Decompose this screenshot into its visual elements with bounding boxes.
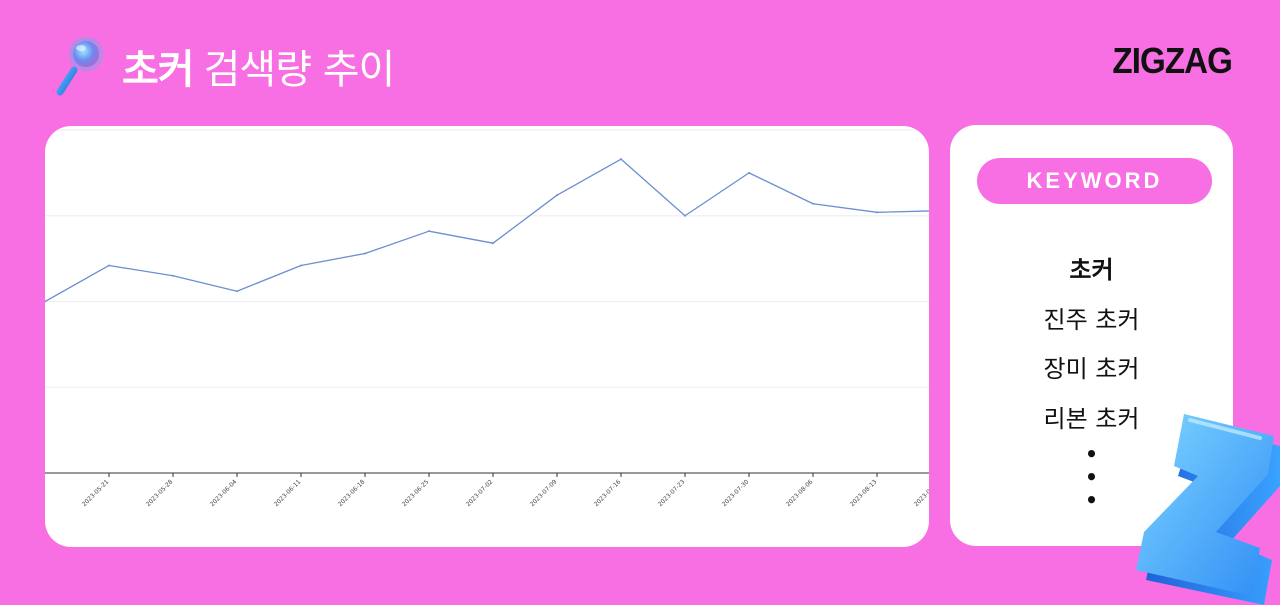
ellipsis-dot: • [1085, 488, 1098, 512]
x-tick-label: 2023-07-02 [465, 478, 495, 508]
data-point [556, 194, 558, 197]
page-title: 초커 검색량 추이 [122, 37, 396, 95]
zigzag-logo: ZIGZAG [1112, 40, 1233, 81]
keyword-item: 장미 초커 [1043, 355, 1140, 383]
data-point [236, 290, 238, 293]
data-point [300, 264, 302, 267]
data-point [620, 158, 622, 161]
x-tick-label: 2023-08-06 [785, 478, 815, 508]
x-tick-label: 2023-06-18 [337, 478, 367, 508]
keyword-item: 리본 초커 [1043, 404, 1140, 433]
keyword-item: 초커 [1069, 256, 1114, 284]
keyword-pill: KEYWORD [977, 158, 1212, 204]
data-point [428, 230, 430, 233]
ellipsis-dot: • [1085, 465, 1098, 489]
x-tick-label: 2023-05-21 [81, 478, 111, 508]
data-point [364, 252, 366, 255]
data-point [45, 300, 46, 303]
data-point [492, 242, 494, 245]
data-point [684, 214, 686, 217]
series-line [45, 158, 929, 303]
x-tick-label: 2023-07-16 [593, 478, 623, 508]
ellipsis-dot: • [1085, 442, 1098, 466]
data-point [108, 264, 110, 267]
x-tick-label: 2023-07-23 [657, 478, 687, 508]
title-rest: 검색량 추이 [203, 47, 396, 93]
title-keyword: 초커 [122, 47, 195, 93]
keyword-item: 진주 초커 [1043, 305, 1140, 334]
chart-card: 2023-05-21 2023-05-28 2023-06-04 2023-06-11… [45, 126, 929, 547]
header: 초커 검색량 추이 [54, 34, 396, 98]
x-tick-label: 2023-06-04 [209, 478, 239, 508]
search-volume-chart: 2023-05-21 2023-05-28 2023-06-04 2023-06-11… [45, 129, 929, 508]
magnifier-icon [56, 37, 103, 96]
data-point [812, 202, 814, 205]
data-point [172, 274, 174, 277]
x-tick-label: 2023-05-28 [145, 478, 175, 508]
data-point [876, 211, 878, 214]
zigzag-z-3d-icon [1136, 414, 1280, 605]
x-tick-label: 2023-06-25 [401, 478, 431, 508]
more-keywords-indicator: • • • [950, 443, 1233, 512]
x-tick-label: 2023-07-30 [721, 478, 751, 508]
x-tick-label: 2023-08-13 [849, 478, 879, 508]
data-point [748, 171, 750, 174]
x-tick-label: 2023-06-11 [273, 478, 303, 508]
x-tick-label: 2023-08-20 [913, 478, 929, 508]
x-tick-label: 2023-07-09 [529, 478, 559, 508]
